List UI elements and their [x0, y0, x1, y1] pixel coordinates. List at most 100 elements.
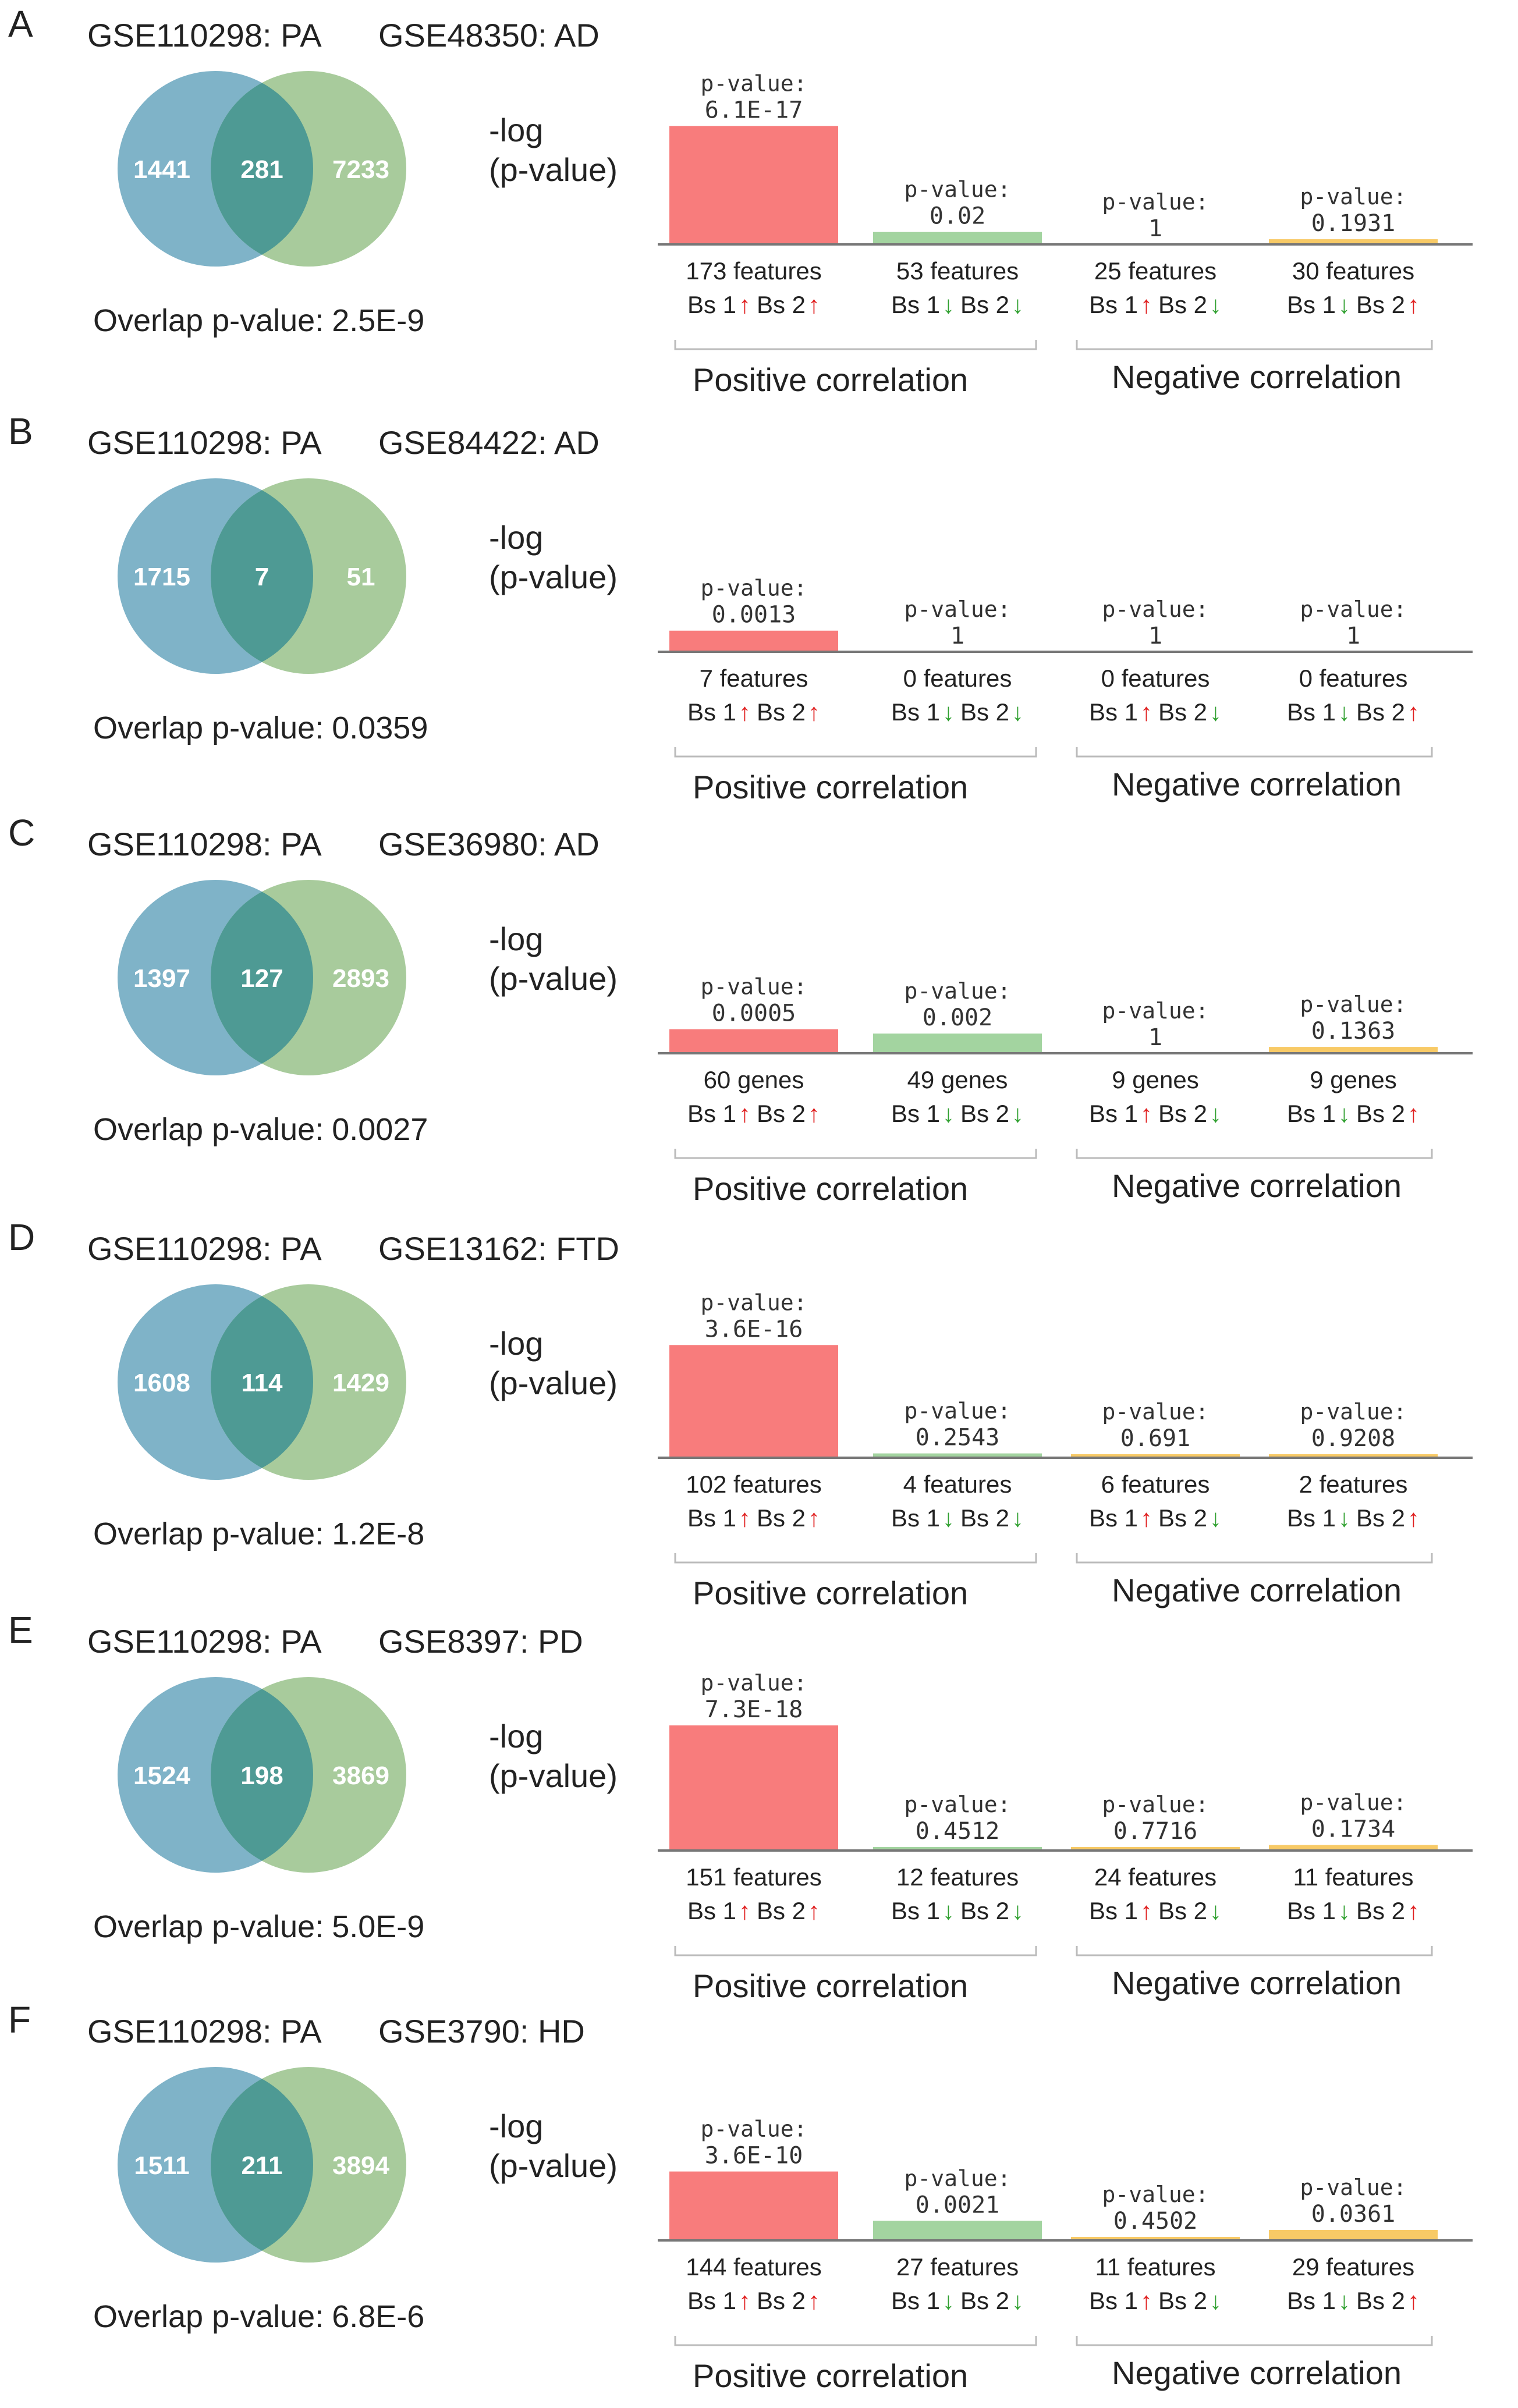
bar-3-pvalue-label: p-value: [1102, 596, 1208, 622]
arrow-down-icon: ↓ [1338, 698, 1350, 726]
bar-1-direction: Bs 1↑ Bs 2↑ [687, 291, 820, 318]
panel-letter: A [8, 3, 33, 45]
y-axis-label: -log (p-value) [489, 111, 618, 190]
bar-3-direction: Bs 1↑ Bs 2↓ [1089, 1897, 1222, 1924]
bar-2-pvalue-label: p-value: [904, 596, 1010, 622]
arrow-up-icon: ↑ [739, 1897, 751, 1924]
bar-3-pvalue: 0.691 [1120, 1425, 1190, 1452]
positive-bracket [674, 747, 1037, 758]
bar-3 [1071, 1847, 1240, 1851]
bar-2-pvalue-label: p-value: [904, 978, 1010, 1004]
negative-correlation-label: Negative correlation [1112, 358, 1402, 395]
overlap-label: Overlap p-value: [93, 1909, 324, 1944]
left-dataset-title: GSE110298: PA [87, 2013, 322, 2050]
y-axis-label: -log (p-value) [489, 2107, 618, 2186]
arrow-down-icon: ↓ [1210, 291, 1222, 318]
arrow-down-icon: ↓ [1338, 1100, 1350, 1127]
bar-3-pvalue: 1 [1148, 1024, 1162, 1051]
right-dataset-title: GSE3790: HD [378, 2013, 585, 2050]
bs1-label: Bs 1 [891, 291, 940, 318]
arrow-down-icon: ↓ [1210, 1897, 1222, 1924]
bs2-label: Bs 2 [1158, 1504, 1207, 1532]
bs1-label: Bs 1 [1287, 1897, 1336, 1924]
arrow-down-icon: ↓ [1338, 1504, 1350, 1532]
panel-letter: C [8, 812, 36, 854]
overlap-label: Overlap p-value: [93, 303, 324, 338]
overlap-label: Overlap p-value: [93, 1516, 324, 1551]
bar-1-pvalue-label: p-value: [700, 576, 807, 601]
bar-4-direction: Bs 1↓ Bs 2↑ [1287, 1100, 1420, 1127]
venn-diagram: 1397 127 2893 [118, 880, 406, 1075]
bar-3-pvalue: 1 [1148, 215, 1162, 242]
bar-3-direction: Bs 1↑ Bs 2↓ [1089, 2287, 1222, 2314]
bs2-label: Bs 2 [1356, 291, 1405, 318]
bar-2 [873, 1453, 1042, 1458]
bar-4-pvalue: 0.1363 [1311, 1018, 1396, 1045]
bar-2-direction: Bs 1↓ Bs 2↓ [891, 698, 1024, 726]
negative-correlation-label: Negative correlation [1112, 1167, 1402, 1204]
bar-2-pvalue: 0.002 [923, 1004, 992, 1031]
bar-1 [669, 2171, 838, 2240]
right-dataset-title: GSE36980: AD [378, 826, 600, 862]
y-axis-label: -log (p-value) [489, 518, 618, 597]
venn-right-count: 51 [347, 563, 375, 591]
bar-4-pvalue: 0.1931 [1311, 210, 1396, 237]
bar-2-direction: Bs 1↓ Bs 2↓ [891, 1100, 1024, 1127]
arrow-down-icon: ↓ [942, 291, 955, 318]
bs2-label: Bs 2 [960, 291, 1009, 318]
bar-4-direction: Bs 1↓ Bs 2↑ [1287, 291, 1420, 318]
arrow-up-icon: ↑ [808, 698, 820, 726]
bar-3-pvalue: 0.7716 [1113, 1818, 1198, 1845]
bar-2-pvalue-label: p-value: [904, 2165, 1010, 2191]
bar-3-direction: Bs 1↑ Bs 2↓ [1089, 291, 1222, 318]
arrow-up-icon: ↑ [1140, 291, 1152, 318]
bs1-label: Bs 1 [687, 1100, 736, 1127]
positive-bracket [674, 1946, 1037, 1956]
bs1-label: Bs 1 [1089, 1100, 1138, 1127]
negative-correlation-label: Negative correlation [1112, 2354, 1402, 2391]
arrow-up-icon: ↑ [1140, 1897, 1152, 1924]
y-axis-label-line1: -log [489, 112, 544, 148]
right-dataset-title: GSE13162: FTD [378, 1230, 619, 1267]
bar-1-count: 102 features [686, 1471, 822, 1498]
bar-1-direction: Bs 1↑ Bs 2↑ [687, 698, 820, 726]
venn-right-count: 2893 [332, 964, 389, 993]
arrow-down-icon: ↓ [942, 2287, 955, 2314]
bar-2 [873, 232, 1042, 244]
venn-right-count: 3869 [332, 1761, 389, 1790]
bs2-label: Bs 2 [960, 698, 1009, 726]
y-axis-label-line1: -log [489, 1718, 544, 1754]
venn-right-count: 3894 [332, 2151, 389, 2180]
y-axis-label-line2: (p-value) [489, 2147, 618, 2184]
bar-2-count: 4 features [903, 1471, 1012, 1498]
negative-correlation-label: Negative correlation [1112, 766, 1402, 802]
positive-bracket [674, 2336, 1037, 2346]
panel-letter: E [8, 1609, 33, 1651]
bs1-label: Bs 1 [891, 1504, 940, 1532]
left-dataset-title: GSE110298: PA [87, 17, 322, 54]
bar-2-count: 53 features [896, 257, 1019, 285]
bs1-label: Bs 1 [1089, 1504, 1138, 1532]
bar-2-direction: Bs 1↓ Bs 2↓ [891, 1504, 1024, 1532]
bar-4-count: 11 features [1293, 1863, 1413, 1891]
bar-4-direction: Bs 1↓ Bs 2↑ [1287, 2287, 1420, 2314]
bs2-label: Bs 2 [960, 1504, 1009, 1532]
bar-4-pvalue-label: p-value: [1300, 2175, 1406, 2200]
positive-correlation-label: Positive correlation [693, 769, 969, 805]
overlap-value: 0.0027 [332, 1112, 428, 1147]
bar-1-count: 151 features [686, 1863, 822, 1891]
bs1-label: Bs 1 [1287, 2287, 1336, 2314]
bar-4-count: 9 genes [1310, 1066, 1396, 1093]
overlap-pvalue-line: Overlap p-value: 5.0E-9 [93, 1909, 432, 1945]
bar-2-pvalue: 0.2543 [916, 1425, 1000, 1451]
positive-bracket [674, 1149, 1037, 1159]
arrow-up-icon: ↑ [808, 1504, 820, 1532]
positive-bracket [674, 1553, 1037, 1564]
positive-bracket [674, 340, 1037, 350]
venn-overlap-region [211, 478, 313, 674]
bar-4 [1269, 1454, 1438, 1458]
bs2-label: Bs 2 [757, 698, 806, 726]
bar-4-pvalue: 0.9208 [1311, 1425, 1396, 1452]
